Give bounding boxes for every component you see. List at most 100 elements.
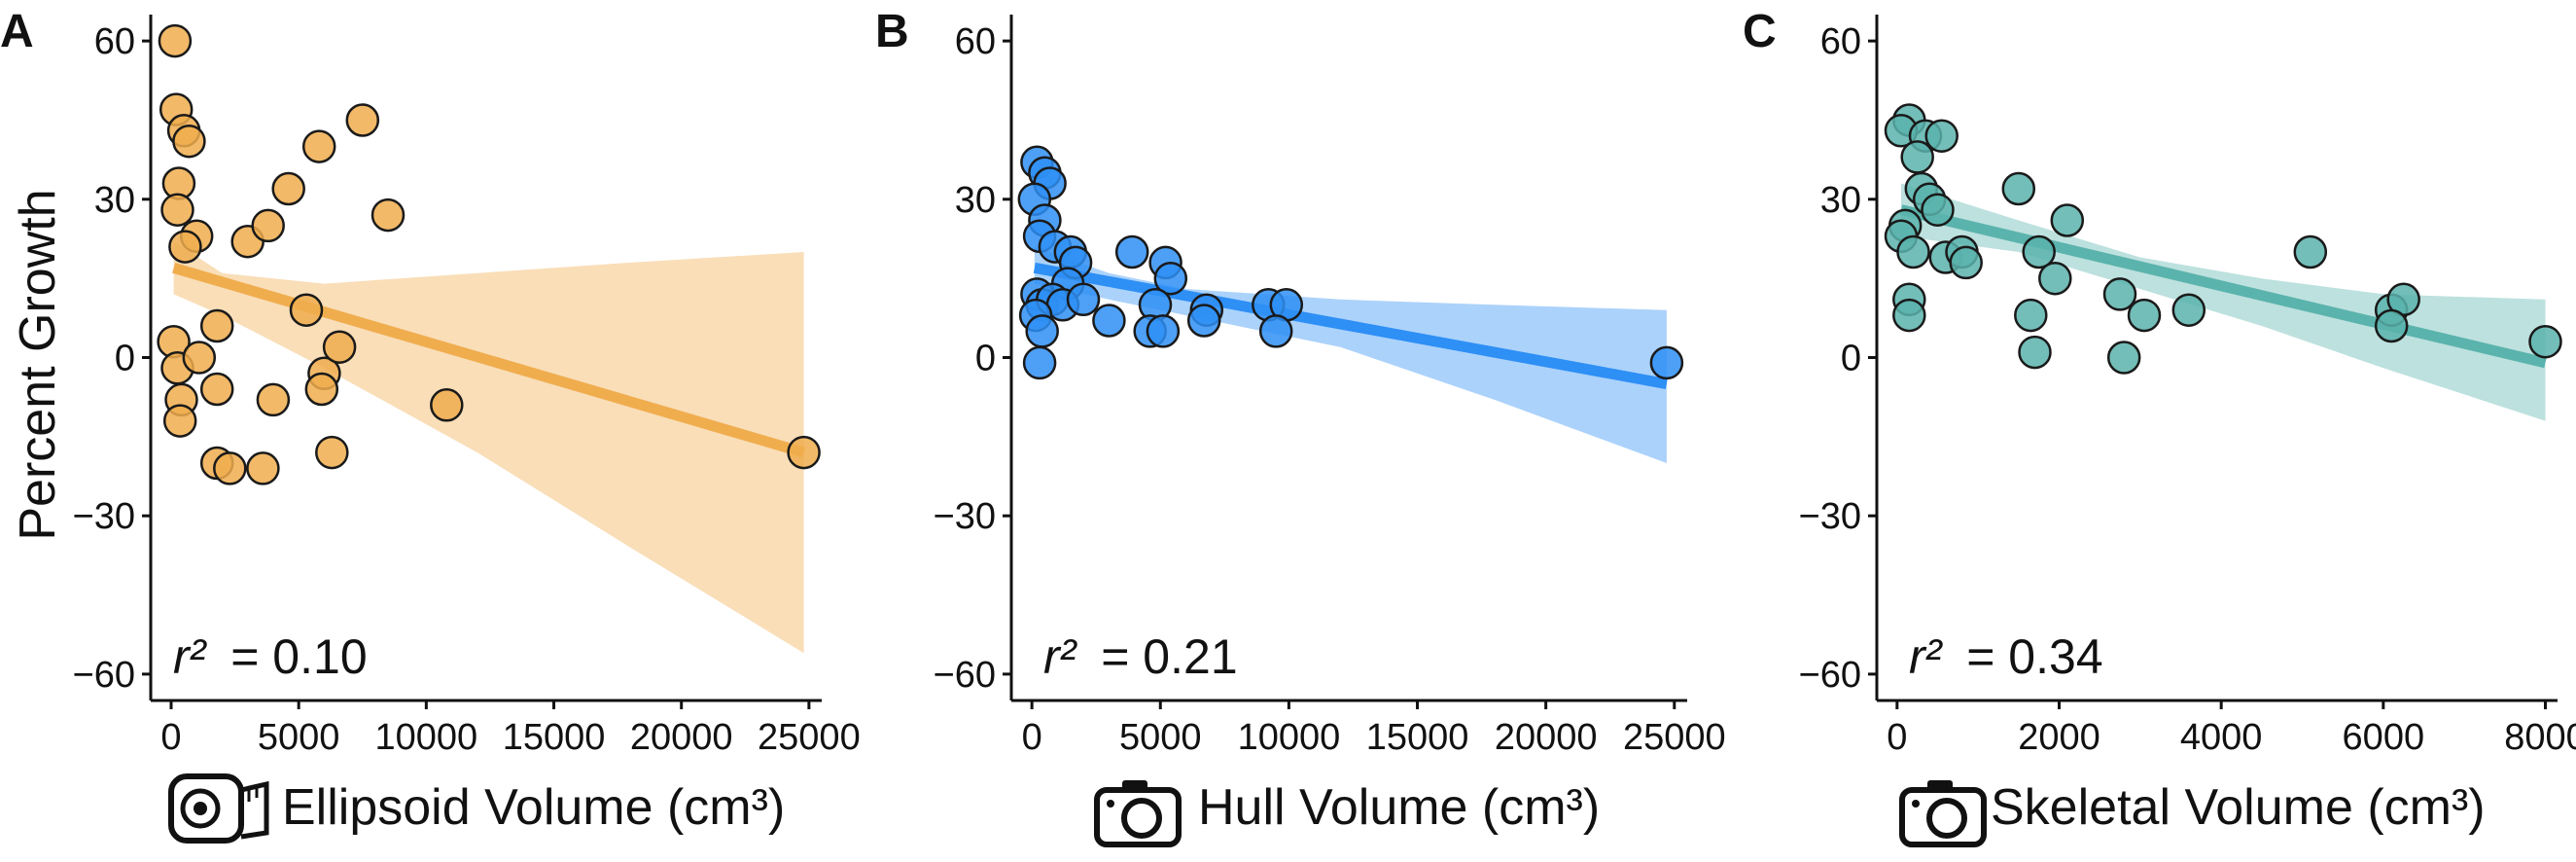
data-point-a bbox=[271, 171, 305, 206]
data-point-b bbox=[1114, 234, 1149, 269]
regression-line-a bbox=[172, 263, 806, 458]
panel-b: B 60 30 0 −30 −60 0 5000 10000 15000 20000 25000 r… bbox=[875, 6, 1726, 847]
data-point-c bbox=[1900, 140, 1934, 174]
data-point-c bbox=[1921, 193, 1955, 227]
camera-icon bbox=[1094, 780, 1182, 847]
panel-letter-b: B bbox=[875, 6, 909, 57]
y-tick-label-b: 0 bbox=[975, 339, 996, 379]
data-point-a bbox=[322, 330, 357, 364]
x-tick-label-a: 0 bbox=[160, 717, 181, 758]
x-tick-label-a: 15000 bbox=[503, 717, 606, 758]
x-tick-label-b: 25000 bbox=[1623, 717, 1726, 758]
data-point-b bbox=[1022, 345, 1057, 380]
data-point-c bbox=[1896, 234, 1930, 269]
y-tick-label-c: −60 bbox=[1799, 655, 1861, 696]
data-point-b bbox=[1025, 314, 1059, 348]
r2-symbol-b: r² bbox=[1043, 629, 1078, 684]
y-tick-label-b: −60 bbox=[934, 655, 996, 696]
x-tick-label-a: 25000 bbox=[758, 717, 861, 758]
data-point-a bbox=[199, 372, 234, 407]
x-tick-label-b: 0 bbox=[1022, 717, 1042, 758]
data-point-c bbox=[2018, 335, 2052, 370]
data-point-a bbox=[304, 372, 339, 407]
x-tick-label-a: 5000 bbox=[258, 717, 340, 758]
r2-value-b: = 0.21 bbox=[1101, 629, 1237, 684]
data-point-a bbox=[160, 193, 194, 227]
data-point-a bbox=[199, 308, 234, 343]
confidence-band-c bbox=[1901, 183, 2546, 421]
y-axis-title: Percent Growth bbox=[10, 189, 66, 540]
y-tick-label-a: 30 bbox=[94, 180, 135, 221]
y-tick-label-c: −30 bbox=[1799, 496, 1861, 537]
plot-area-c: 60 30 0 −30 −60 0 2000 4000 6000 8000 bbox=[1799, 15, 2576, 758]
r2-annotation-b: r² = 0.21 bbox=[1043, 629, 1238, 684]
x-tick-label-b: 15000 bbox=[1366, 717, 1469, 758]
r2-value-c: = 0.34 bbox=[1966, 629, 2102, 684]
data-point-c bbox=[2038, 261, 2072, 296]
y-tick-label-a: −60 bbox=[73, 655, 135, 696]
data-point-a bbox=[430, 388, 464, 422]
x-tick-label-b: 10000 bbox=[1238, 717, 1341, 758]
x-tick-label-c: 0 bbox=[1887, 717, 1907, 758]
data-point-c bbox=[2374, 308, 2409, 343]
data-point-c bbox=[1949, 245, 1983, 280]
x-tick-label-b: 5000 bbox=[1119, 717, 1202, 758]
camera-icon bbox=[1899, 780, 1987, 847]
data-point-c bbox=[1924, 119, 1958, 153]
regression-line-b bbox=[1033, 262, 1668, 390]
data-point-b bbox=[1649, 345, 1684, 380]
panel-a: A 60 30 0 −30 −60 0 5000 10000 15000 20000 25000 r… bbox=[0, 6, 861, 844]
y-tick-label-b: 30 bbox=[955, 180, 996, 221]
panel-c: C 60 30 0 −30 −60 0 2000 4000 6000 8000 r² = 0.34… bbox=[1743, 6, 2576, 847]
confidence-band-b bbox=[1034, 246, 1667, 463]
y-tick-label-b: 60 bbox=[955, 21, 996, 62]
data-point-c bbox=[2102, 277, 2137, 311]
data-point-c bbox=[1892, 298, 1926, 333]
data-point-a bbox=[315, 435, 349, 470]
data-point-c bbox=[2293, 234, 2328, 269]
y-tick-label-a: 0 bbox=[115, 339, 135, 379]
data-point-a bbox=[246, 451, 280, 485]
r2-value-a: = 0.10 bbox=[230, 629, 367, 684]
data-point-c bbox=[2014, 298, 2048, 333]
tape-measure-icon bbox=[168, 773, 269, 844]
x-tick-label-a: 20000 bbox=[630, 717, 733, 758]
data-point-a bbox=[345, 103, 380, 137]
x-axis-title-a: Ellipsoid Volume (cm³) bbox=[282, 779, 785, 836]
data-point-a bbox=[256, 382, 291, 417]
data-point-a bbox=[371, 198, 406, 233]
panel-letter-c: C bbox=[1743, 6, 1777, 57]
confidence-band-a bbox=[173, 241, 804, 654]
y-tick-label-c: 0 bbox=[1841, 339, 1861, 379]
data-point-b bbox=[1146, 314, 1181, 348]
data-point-a bbox=[251, 208, 285, 243]
r2-symbol-c: r² bbox=[1909, 629, 1944, 684]
data-point-b bbox=[1066, 282, 1101, 317]
data-point-b bbox=[1092, 304, 1126, 338]
y-tick-label-c: 30 bbox=[1820, 180, 1861, 221]
x-axis-title-c: Skeletal Volume (cm³) bbox=[1991, 779, 2486, 836]
data-point-c bbox=[2022, 234, 2056, 269]
data-point-c bbox=[2001, 171, 2036, 206]
x-tick-label-a: 10000 bbox=[375, 717, 478, 758]
plot-area-a: 60 30 0 −30 −60 0 5000 10000 15000 20000 25000 bbox=[73, 15, 861, 758]
r2-annotation-a: r² = 0.10 bbox=[173, 629, 368, 684]
data-point-c bbox=[2106, 341, 2141, 375]
data-point-c bbox=[2528, 324, 2562, 359]
data-point-a bbox=[182, 341, 217, 375]
r2-symbol-a: r² bbox=[173, 629, 208, 684]
y-tick-label-a: −30 bbox=[73, 496, 135, 537]
x-axis-title-b: Hull Volume (cm³) bbox=[1198, 779, 1600, 836]
x-tick-label-c: 6000 bbox=[2343, 717, 2425, 758]
x-tick-label-c: 4000 bbox=[2180, 717, 2263, 758]
y-tick-label-a: 60 bbox=[94, 21, 135, 62]
panel-letter-a: A bbox=[0, 6, 34, 57]
data-point-c bbox=[2050, 203, 2085, 237]
data-point-c bbox=[2127, 298, 2162, 333]
data-point-a bbox=[162, 404, 197, 438]
y-tick-label-c: 60 bbox=[1820, 21, 1861, 62]
data-point-a bbox=[301, 129, 336, 163]
data-point-b bbox=[1186, 304, 1221, 338]
data-point-a bbox=[172, 124, 206, 159]
